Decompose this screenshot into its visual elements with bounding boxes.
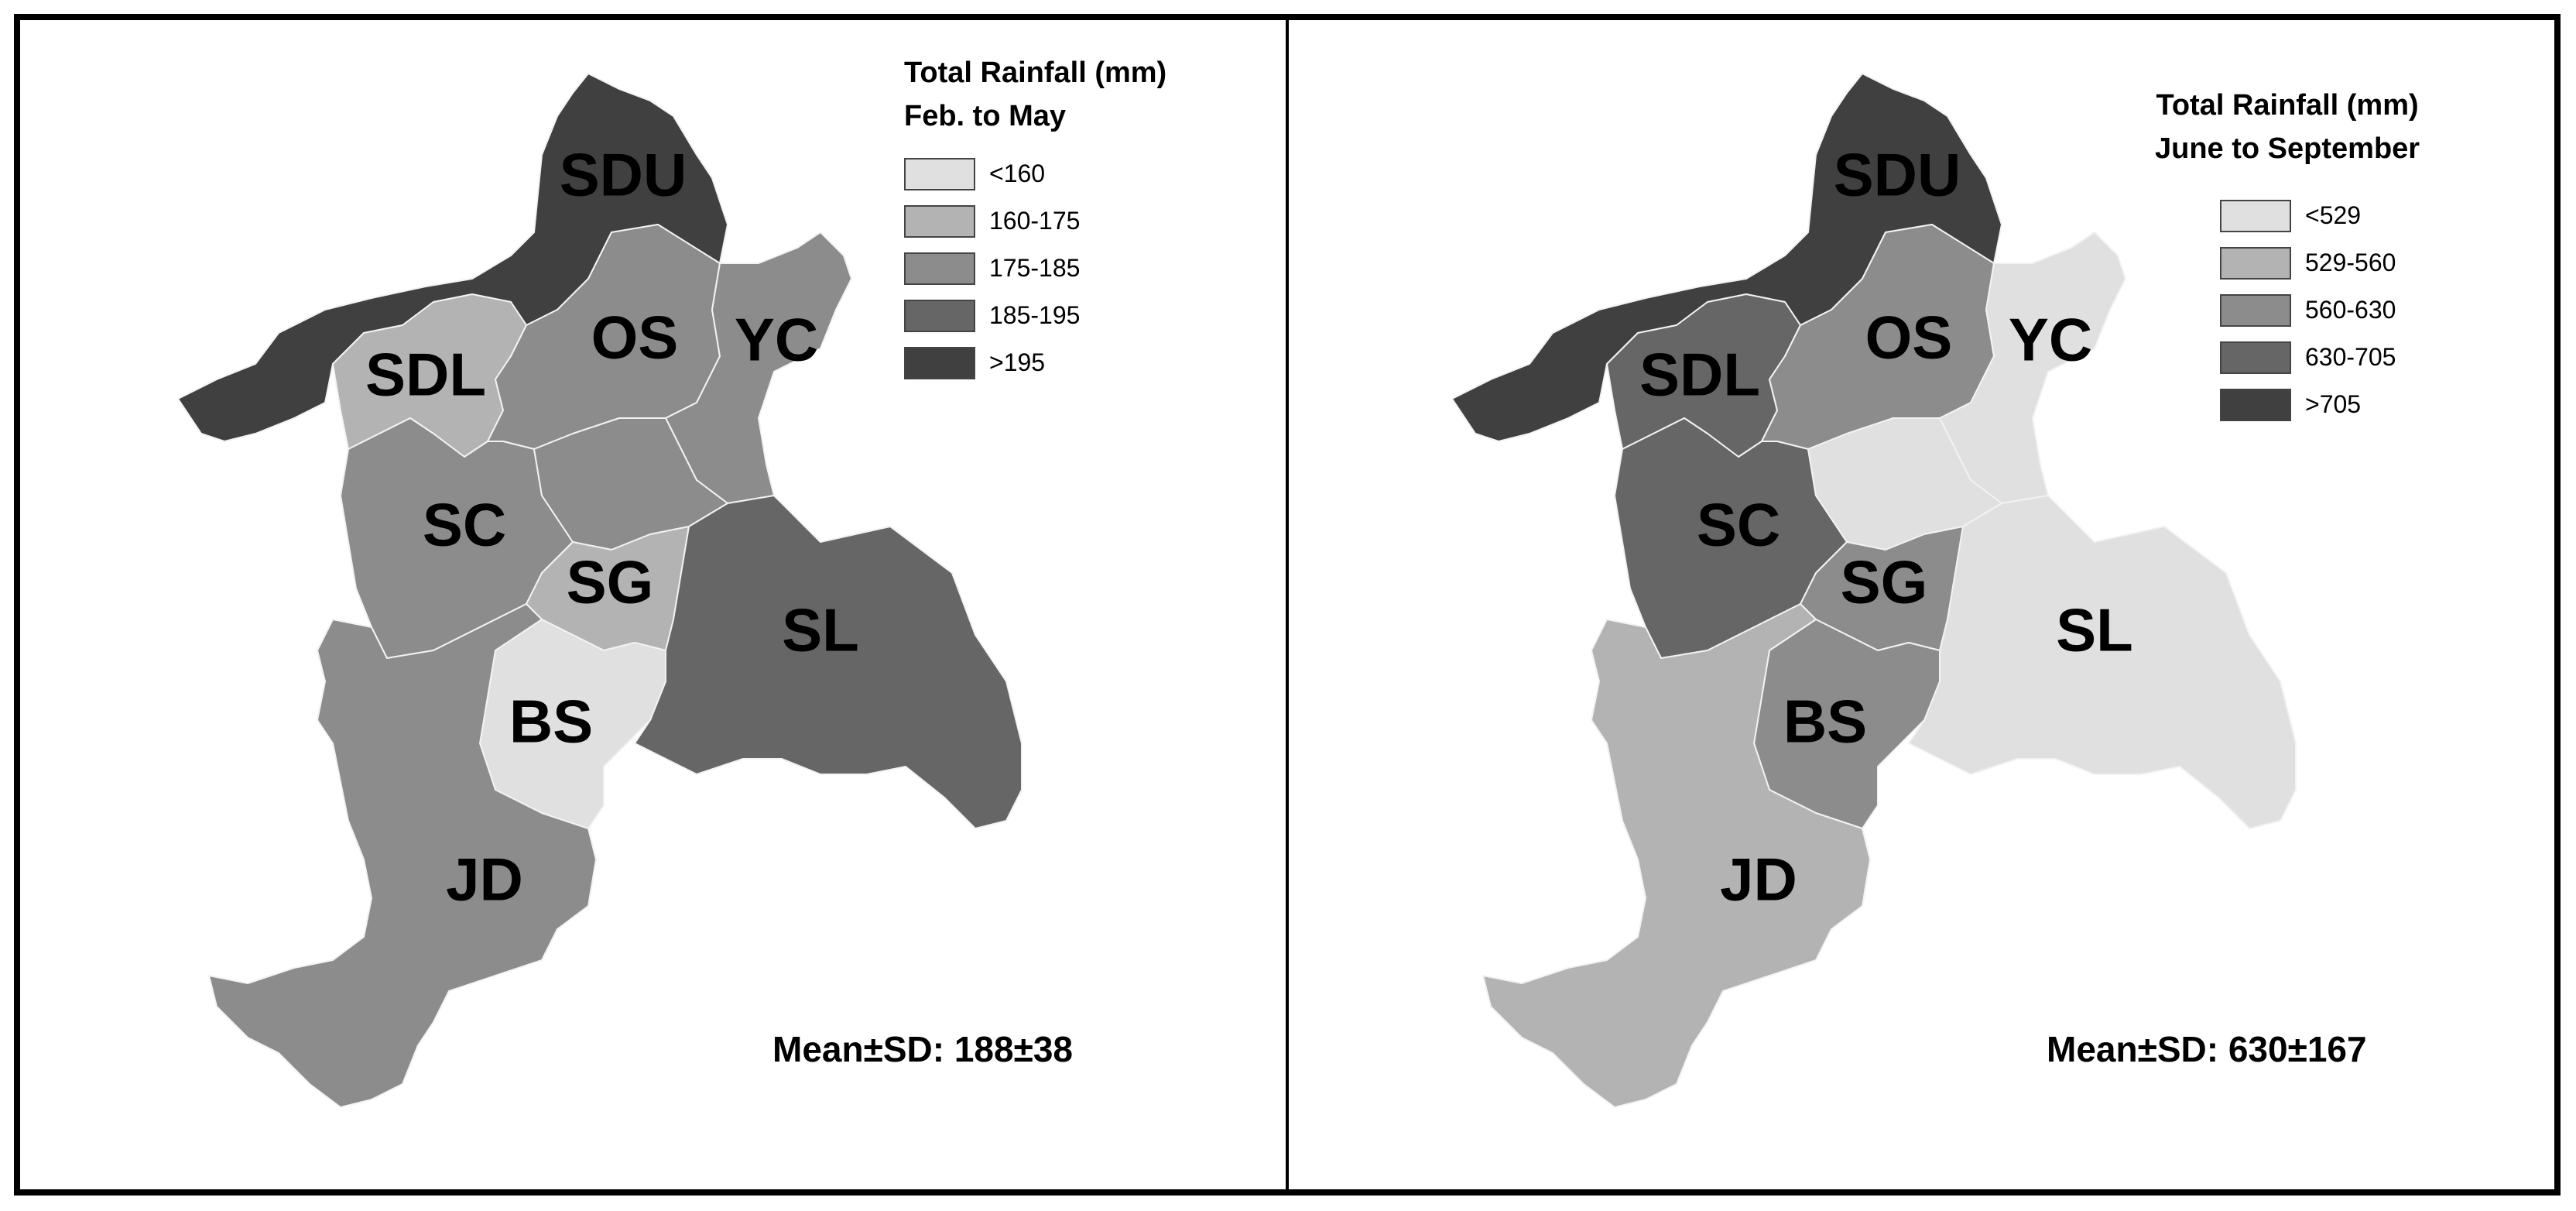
legend-item: <529 xyxy=(2220,192,2420,239)
label-jd: JD xyxy=(446,846,523,914)
region-jd xyxy=(208,603,597,1108)
legend-swatch xyxy=(904,346,975,379)
label-bs: BS xyxy=(1783,688,1867,756)
region-yc xyxy=(1939,232,2126,504)
label-sl: SL xyxy=(2056,596,2133,664)
label-sdl: SDL xyxy=(1639,341,1760,409)
legend-title-line1: Total Rainfall (mm) xyxy=(904,57,1167,89)
legend-label: 529-560 xyxy=(2305,249,2396,276)
legend-label: <529 xyxy=(2305,201,2362,229)
legend-swatch xyxy=(904,204,975,238)
legend-item: 160-175 xyxy=(904,197,1166,245)
label-sg: SG xyxy=(567,548,654,616)
legend-swatch xyxy=(2220,246,2291,280)
legend-swatch xyxy=(904,252,975,285)
legend-item: <160 xyxy=(904,150,1166,197)
legend-label: 160-175 xyxy=(989,207,1081,235)
legend-label: 560-630 xyxy=(2305,296,2396,324)
legend-label: >195 xyxy=(989,348,1046,376)
label-yc: YC xyxy=(735,306,818,374)
label-sl: SL xyxy=(782,596,859,664)
legend-item: 529-560 xyxy=(2220,239,2420,286)
label-os: OS xyxy=(591,304,679,372)
label-sdl: SDL xyxy=(365,341,486,409)
legend-item: >195 xyxy=(904,339,1166,386)
legend-label: 630-705 xyxy=(2305,343,2396,371)
legend-swatch xyxy=(2220,341,2291,374)
legend-item: 560-630 xyxy=(2220,286,2420,334)
label-sg: SG xyxy=(1841,548,1928,616)
label-bs: BS xyxy=(509,688,593,756)
label-sdu: SDU xyxy=(1834,141,1961,209)
label-jd: JD xyxy=(1720,846,1797,914)
legend-item: >705 xyxy=(2220,381,2420,428)
label-yc: YC xyxy=(2009,306,2092,374)
legend-title-line2: Feb. to May xyxy=(904,100,1067,132)
legend-item: 630-705 xyxy=(2220,334,2420,381)
legend-feb-may: Total Rainfall (mm) Feb. to May <160 160… xyxy=(904,51,1166,386)
legend-label: <160 xyxy=(989,160,1046,187)
label-os: OS xyxy=(1865,304,1953,372)
label-sc: SC xyxy=(1697,491,1780,559)
mean-sd-feb-may: Mean±SD: 188±38 xyxy=(772,1029,1073,1069)
legend-jun-sep: Total Rainfall (mm) June to September <5… xyxy=(2155,84,2420,428)
legend-swatch xyxy=(904,299,975,332)
legend-swatch xyxy=(2220,199,2291,232)
label-sc: SC xyxy=(423,491,506,559)
legend-label: >705 xyxy=(2305,390,2362,418)
legend-title-line2: June to September xyxy=(2155,132,2420,165)
mean-sd-jun-sep: Mean±SD: 630±167 xyxy=(2047,1029,2367,1069)
legend-swatch xyxy=(904,157,975,190)
legend-title-line1: Total Rainfall (mm) xyxy=(2156,89,2419,122)
region-jd xyxy=(1482,603,1871,1108)
legend-label: 185-195 xyxy=(989,301,1081,329)
panel-divider xyxy=(1286,14,1289,1196)
rainfall-map-feb-may: SDU SDL OS YC SC SG SL BS JD xyxy=(177,73,1023,1108)
legend-item: 175-185 xyxy=(904,245,1166,292)
region-yc xyxy=(665,232,852,504)
legend-label: 175-185 xyxy=(989,254,1081,282)
legend-item: 185-195 xyxy=(904,292,1166,339)
legend-swatch xyxy=(2220,293,2291,327)
legend-swatch xyxy=(2220,388,2291,421)
label-sdu: SDU xyxy=(560,141,687,209)
